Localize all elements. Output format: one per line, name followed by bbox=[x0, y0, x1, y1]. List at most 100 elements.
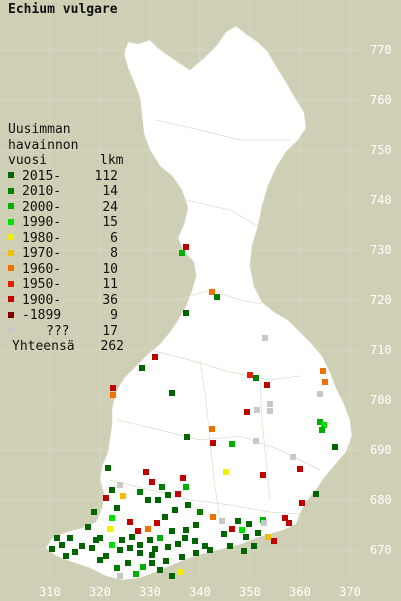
occurrence-square bbox=[322, 379, 328, 385]
occurrence-square bbox=[177, 569, 183, 575]
legend-row-count: 11 bbox=[102, 277, 118, 292]
occurrence-square bbox=[175, 541, 181, 547]
occurrence-square bbox=[210, 440, 216, 446]
occurrence-square bbox=[175, 491, 181, 497]
legend-row: 1950- 11 bbox=[8, 277, 124, 293]
legend-row: ??? 17 bbox=[8, 324, 124, 340]
occurrence-square bbox=[221, 531, 227, 537]
occurrence-square bbox=[114, 505, 120, 511]
occurrence-square bbox=[241, 548, 247, 554]
legend-rows: 2015- 112 2010- 14 2000- 24 1990- 15 1980- 6 1970-… bbox=[8, 169, 124, 340]
occurrence-square bbox=[152, 546, 158, 552]
legend-total-count: 262 bbox=[100, 339, 124, 354]
legend-row-label: 1950- bbox=[22, 277, 62, 292]
occurrence-square bbox=[265, 534, 271, 540]
x-tick-label: 350 bbox=[239, 585, 261, 599]
occurrence-square bbox=[137, 489, 143, 495]
occurrence-square bbox=[172, 507, 178, 513]
legend-row-label: -1899 bbox=[22, 308, 62, 323]
occurrence-square bbox=[286, 520, 292, 526]
occurrence-square bbox=[105, 465, 111, 471]
legend-col-year: vuosi bbox=[8, 153, 48, 168]
legend-row-count: 17 bbox=[102, 323, 118, 339]
occurrence-square bbox=[89, 545, 95, 551]
occurrence-square bbox=[219, 518, 225, 524]
legend-swatch bbox=[8, 172, 14, 178]
occurrence-square bbox=[109, 515, 115, 521]
y-tick-label: 740 bbox=[370, 193, 392, 207]
occurrence-square bbox=[85, 524, 91, 530]
legend-heading-2: havainnon bbox=[8, 137, 79, 153]
occurrence-square bbox=[140, 564, 146, 570]
occurrence-square bbox=[244, 409, 250, 415]
occurrence-square bbox=[49, 546, 55, 552]
legend-row: 1900- 36 bbox=[8, 293, 124, 309]
occurrence-square bbox=[159, 484, 165, 490]
legend-row-label: 1990- bbox=[22, 215, 62, 230]
legend-row-label: 2010- bbox=[22, 184, 62, 199]
map-title: Echium vulgare bbox=[8, 2, 118, 17]
occurrence-square bbox=[317, 419, 323, 425]
occurrence-square bbox=[321, 422, 327, 428]
occurrence-square bbox=[290, 454, 296, 460]
x-tick-label: 310 bbox=[39, 585, 61, 599]
legend-row: 1970- 8 bbox=[8, 246, 124, 262]
occurrence-square bbox=[72, 549, 78, 555]
occurrence-square bbox=[193, 550, 199, 556]
legend-row-count: 14 bbox=[102, 184, 118, 199]
occurrence-square bbox=[251, 543, 257, 549]
occurrence-square bbox=[209, 289, 215, 295]
occurrence-square bbox=[184, 434, 190, 440]
legend-row-label: 2000- bbox=[22, 199, 62, 215]
occurrence-square bbox=[192, 538, 198, 544]
occurrence-square bbox=[313, 491, 319, 497]
occurrence-square bbox=[320, 368, 326, 374]
y-tick-label: 730 bbox=[370, 243, 392, 257]
occurrence-square bbox=[243, 534, 249, 540]
occurrence-square bbox=[193, 522, 199, 528]
legend-swatch bbox=[8, 218, 14, 225]
occurrence-square bbox=[271, 538, 277, 544]
y-tick-label: 670 bbox=[370, 543, 392, 557]
occurrence-square bbox=[109, 487, 115, 493]
occurrence-square bbox=[253, 375, 259, 381]
occurrence-square bbox=[332, 444, 338, 450]
occurrence-square bbox=[155, 497, 161, 503]
occurrence-square bbox=[110, 385, 116, 391]
y-tick-label: 720 bbox=[370, 293, 392, 307]
occurrence-square bbox=[135, 528, 141, 534]
occurrence-dots bbox=[49, 244, 338, 579]
occurrence-square bbox=[125, 560, 131, 566]
y-tick-label: 680 bbox=[370, 493, 392, 507]
legend-row: 2015- 112 bbox=[8, 169, 124, 185]
x-tick-label: 340 bbox=[189, 585, 211, 599]
occurrence-square bbox=[185, 502, 191, 508]
finland-landmass bbox=[45, 25, 353, 581]
occurrence-square bbox=[247, 372, 253, 378]
y-tick-label: 750 bbox=[370, 143, 392, 157]
legend-row-count: 15 bbox=[102, 215, 118, 230]
occurrence-square bbox=[120, 493, 126, 499]
occurrence-square bbox=[169, 390, 175, 396]
legend-row-label: 1980- bbox=[22, 230, 62, 246]
legend-total-label: Yhteensä bbox=[12, 339, 75, 354]
occurrence-square bbox=[149, 479, 155, 485]
occurrence-square bbox=[154, 520, 160, 526]
occurrence-square bbox=[63, 553, 69, 559]
occurrence-square bbox=[103, 553, 109, 559]
x-tick-label: 370 bbox=[339, 585, 361, 599]
occurrence-square bbox=[264, 382, 270, 388]
legend-col-count: lkm bbox=[100, 153, 124, 168]
legend-swatch bbox=[8, 203, 14, 209]
occurrence-square bbox=[169, 573, 175, 579]
occurrence-square bbox=[297, 466, 303, 472]
occurrence-square bbox=[317, 391, 323, 397]
occurrence-square bbox=[267, 408, 273, 414]
occurrence-square bbox=[209, 426, 215, 432]
legend-row-count: 10 bbox=[102, 261, 118, 277]
legend-row-count: 24 bbox=[102, 199, 118, 215]
occurrence-square bbox=[282, 515, 288, 521]
occurrence-square bbox=[109, 542, 115, 548]
occurrence-square bbox=[235, 518, 241, 524]
